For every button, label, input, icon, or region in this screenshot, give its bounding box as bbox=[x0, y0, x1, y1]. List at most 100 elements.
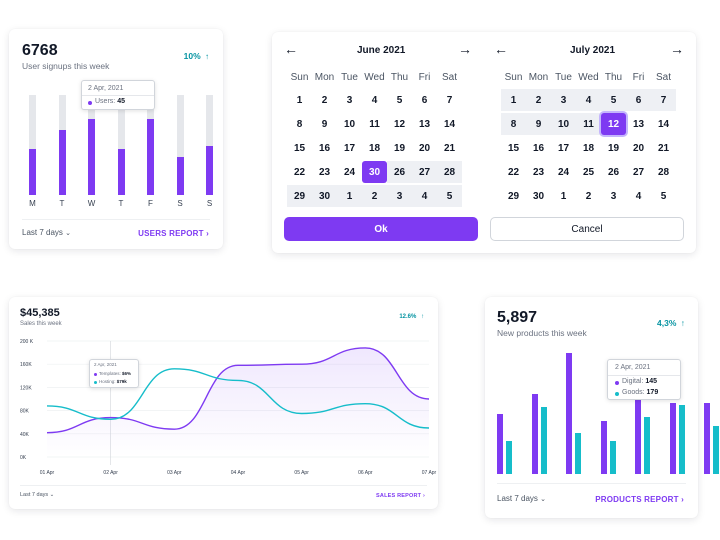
goods-bar[interactable] bbox=[713, 425, 719, 474]
templates-line[interactable] bbox=[46, 347, 430, 434]
calendar-day[interactable]: 3 bbox=[346, 94, 353, 106]
signups-bar[interactable] bbox=[206, 146, 213, 195]
calendar-day[interactable]: 29 bbox=[287, 185, 312, 207]
calendar-day[interactable]: 3 bbox=[551, 89, 576, 111]
calendar-day[interactable]: 19 bbox=[607, 142, 620, 154]
calendar-day[interactable]: 28 bbox=[657, 166, 670, 178]
calendar-day[interactable]: 30 bbox=[532, 190, 545, 202]
calendar-day[interactable]: 8 bbox=[296, 118, 303, 130]
prev-month-button[interactable]: ← bbox=[284, 41, 298, 57]
calendar-day[interactable]: 28 bbox=[437, 161, 462, 183]
calendar-day[interactable]: 22 bbox=[293, 166, 306, 178]
signups-bar[interactable] bbox=[58, 130, 66, 195]
calendar-day[interactable]: 4 bbox=[635, 190, 642, 202]
digital-bar[interactable] bbox=[531, 394, 538, 474]
range-select[interactable]: Last 7 days ⌄ bbox=[497, 494, 547, 503]
calendar-day[interactable]: 9 bbox=[321, 118, 328, 130]
calendar-day[interactable]: 4 bbox=[576, 89, 601, 111]
calendar-day[interactable]: 11 bbox=[576, 113, 601, 135]
calendar-day[interactable]: 8 bbox=[501, 113, 526, 135]
calendar-day[interactable]: 18 bbox=[368, 142, 381, 154]
calendar-day[interactable]: 5 bbox=[396, 94, 403, 106]
calendar-day[interactable]: 19 bbox=[393, 142, 406, 154]
next-month-button[interactable]: → bbox=[458, 41, 472, 57]
calendar-day[interactable]: 14 bbox=[657, 118, 670, 130]
calendar-day[interactable]: 13 bbox=[632, 118, 645, 130]
calendar-day[interactable]: 6 bbox=[421, 94, 428, 106]
digital-bar[interactable] bbox=[566, 353, 572, 474]
calendar-day[interactable]: 1 bbox=[501, 89, 526, 111]
calendar-day[interactable]: 11 bbox=[369, 118, 380, 130]
digital-bar[interactable] bbox=[704, 402, 710, 474]
calendar-day[interactable]: 3 bbox=[387, 185, 412, 207]
calendar-day[interactable]: 2 bbox=[585, 190, 592, 202]
range-select[interactable]: Last 7 days ⌄ bbox=[22, 228, 72, 237]
next-month-button-2[interactable]: → bbox=[670, 41, 684, 57]
calendar-day[interactable]: 1 bbox=[560, 190, 567, 202]
calendar-day[interactable]: 3 bbox=[610, 190, 617, 202]
digital-bar[interactable] bbox=[669, 402, 676, 474]
digital-bar[interactable] bbox=[497, 413, 503, 474]
calendar-day[interactable]: 23 bbox=[318, 166, 331, 178]
calendar-day[interactable]: 13 bbox=[418, 118, 431, 130]
calendar-day[interactable]: 14 bbox=[443, 118, 456, 130]
ok-button[interactable]: Ok bbox=[284, 217, 478, 241]
calendar-day[interactable]: 2 bbox=[526, 89, 551, 111]
calendar-day[interactable]: 20 bbox=[632, 142, 645, 154]
signups-bar[interactable] bbox=[147, 119, 154, 195]
calendar-day[interactable]: 24 bbox=[343, 166, 356, 178]
calendar-day[interactable]: 16 bbox=[318, 142, 331, 154]
goods-bar[interactable] bbox=[644, 417, 650, 474]
calendar-day[interactable]: 7 bbox=[651, 89, 676, 111]
calendar-day[interactable]: 4 bbox=[412, 185, 437, 207]
cancel-button[interactable]: Cancel bbox=[490, 217, 684, 241]
prev-month-button-2[interactable]: ← bbox=[494, 41, 508, 57]
calendar-day[interactable]: 29 bbox=[507, 190, 520, 202]
calendar-day[interactable]: 23 bbox=[532, 166, 545, 178]
calendar-day[interactable]: 22 bbox=[507, 166, 520, 178]
hosting-line[interactable] bbox=[46, 368, 430, 429]
calendar-day[interactable]: 1 bbox=[337, 185, 362, 207]
calendar-day[interactable]: 4 bbox=[371, 94, 378, 106]
calendar-day[interactable]: 26 bbox=[607, 166, 620, 178]
digital-bar[interactable] bbox=[635, 394, 641, 474]
products-report-link[interactable]: PRODUCTS REPORT › bbox=[595, 495, 684, 504]
calendar-day[interactable]: 27 bbox=[412, 161, 437, 183]
calendar-day[interactable]: 24 bbox=[557, 166, 570, 178]
calendar-day[interactable]: 7 bbox=[446, 94, 453, 106]
signups-bar[interactable] bbox=[29, 149, 36, 195]
signups-bar[interactable] bbox=[117, 149, 125, 195]
calendar-day[interactable]: 5 bbox=[660, 190, 667, 202]
calendar-day[interactable]: 21 bbox=[443, 142, 456, 154]
digital-bar[interactable] bbox=[600, 420, 607, 474]
calendar-day[interactable]: 12 bbox=[393, 118, 406, 130]
calendar-day[interactable]: 10 bbox=[551, 113, 576, 135]
users-report-link[interactable]: USERS REPORT › bbox=[138, 229, 209, 238]
calendar-day[interactable]: 17 bbox=[343, 142, 356, 154]
calendar-day[interactable]: 18 bbox=[582, 142, 595, 154]
calendar-day[interactable]: 16 bbox=[532, 142, 545, 154]
calendar-day[interactable]: 21 bbox=[657, 142, 670, 154]
calendar-day[interactable]: 25 bbox=[582, 166, 595, 178]
calendar-day[interactable]: 27 bbox=[632, 166, 645, 178]
calendar-day[interactable]: 17 bbox=[557, 142, 570, 154]
calendar-day[interactable]: 12 bbox=[601, 113, 626, 135]
calendar-day[interactable]: 1 bbox=[296, 94, 303, 106]
calendar-day[interactable]: 6 bbox=[626, 89, 651, 111]
goods-bar[interactable] bbox=[609, 441, 616, 474]
calendar-day[interactable]: 15 bbox=[507, 142, 520, 154]
goods-bar[interactable] bbox=[575, 432, 581, 474]
calendar-day[interactable]: 2 bbox=[362, 185, 387, 207]
signups-bar[interactable] bbox=[176, 157, 184, 195]
calendar-day[interactable]: 5 bbox=[601, 89, 626, 111]
calendar-day[interactable]: 2 bbox=[321, 94, 328, 106]
signups-bar[interactable] bbox=[88, 119, 95, 195]
calendar-day[interactable]: 5 bbox=[437, 185, 462, 207]
calendar-day[interactable]: 9 bbox=[526, 113, 551, 135]
calendar-day[interactable]: 15 bbox=[293, 142, 306, 154]
calendar-day[interactable]: 26 bbox=[387, 161, 412, 183]
range-select[interactable]: Last 7 days ⌄ bbox=[20, 492, 55, 498]
sales-report-link[interactable]: SALES REPORT › bbox=[376, 493, 425, 499]
calendar-day[interactable]: 30 bbox=[362, 161, 387, 183]
goods-bar[interactable] bbox=[506, 441, 512, 474]
